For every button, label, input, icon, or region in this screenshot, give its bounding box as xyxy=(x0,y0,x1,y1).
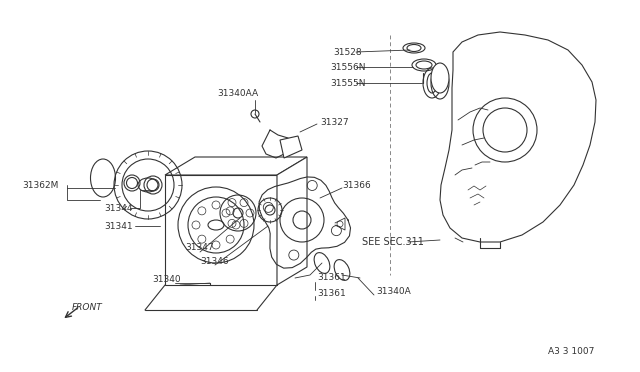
Text: 31556N: 31556N xyxy=(330,62,365,71)
Text: 31344: 31344 xyxy=(104,203,132,212)
Text: 31341: 31341 xyxy=(104,221,132,231)
Text: 31340AA: 31340AA xyxy=(218,89,259,97)
Text: 31327: 31327 xyxy=(320,118,349,126)
Text: 31361: 31361 xyxy=(317,273,346,282)
Text: 31346: 31346 xyxy=(200,257,228,266)
Text: 31362M: 31362M xyxy=(22,180,58,189)
Ellipse shape xyxy=(431,63,449,93)
Text: 31366: 31366 xyxy=(342,180,371,189)
Text: FRONT: FRONT xyxy=(72,304,103,312)
Polygon shape xyxy=(280,136,302,158)
Text: 31528: 31528 xyxy=(333,48,362,57)
Text: 31340: 31340 xyxy=(152,276,180,285)
Text: 31361: 31361 xyxy=(317,289,346,298)
Text: A3 3 1007: A3 3 1007 xyxy=(548,347,595,356)
Text: 31555N: 31555N xyxy=(330,78,365,87)
Polygon shape xyxy=(165,175,277,285)
Polygon shape xyxy=(277,157,307,285)
Polygon shape xyxy=(165,157,307,175)
Text: 31340A: 31340A xyxy=(376,288,411,296)
Text: 31347: 31347 xyxy=(185,244,214,253)
Text: SEE SEC.311: SEE SEC.311 xyxy=(362,237,424,247)
Polygon shape xyxy=(440,32,596,242)
